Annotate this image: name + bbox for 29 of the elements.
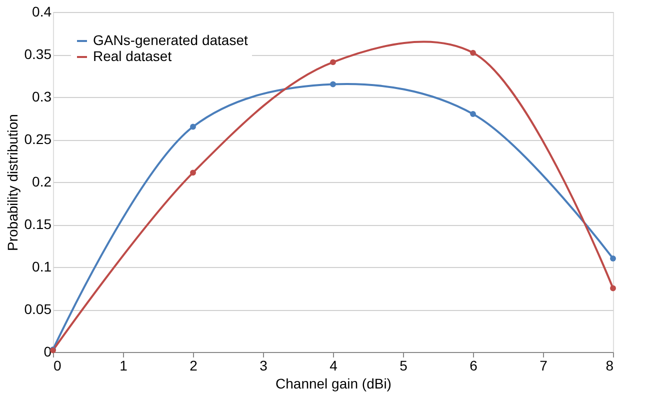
y-tick-label: 0 xyxy=(44,344,52,360)
x-tick-label: 6 xyxy=(470,358,478,374)
y-tick-label: 0.3 xyxy=(32,88,52,104)
point xyxy=(190,170,196,176)
x-tick-label: 8 xyxy=(606,358,614,374)
point xyxy=(330,81,336,88)
point xyxy=(610,285,616,292)
x-tick-label: 4 xyxy=(330,358,338,374)
x-tick-label: 3 xyxy=(260,358,268,374)
point xyxy=(470,50,476,56)
x-axis-title: Channel gain (dBi) xyxy=(276,376,392,392)
legend-label: Real dataset xyxy=(93,48,172,64)
y-tick-label: 0.35 xyxy=(24,46,52,62)
x-tick-label: 1 xyxy=(120,358,128,374)
y-tick-label: 0.05 xyxy=(24,301,52,317)
y-axis-title: Probability distribution xyxy=(4,114,20,251)
y-tick-label: 0.15 xyxy=(24,216,52,232)
point xyxy=(330,59,336,66)
point xyxy=(190,124,196,130)
y-tick-label: 0.2 xyxy=(32,174,52,190)
point xyxy=(470,111,476,117)
point xyxy=(610,256,616,262)
y-tick-label: 0.25 xyxy=(24,131,52,147)
y-tick-label: 0.1 xyxy=(32,258,52,274)
legend-label: GANs-generated dataset xyxy=(93,32,248,48)
x-tick-label: 7 xyxy=(540,358,548,374)
x-tick-label: 5 xyxy=(400,358,408,374)
x-tick-label: 2 xyxy=(190,358,198,374)
y-tick-label: 0.4 xyxy=(32,4,52,20)
